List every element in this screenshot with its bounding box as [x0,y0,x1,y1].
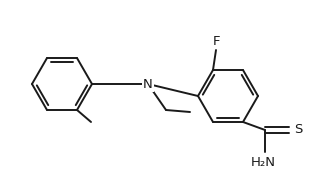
Text: S: S [294,123,302,137]
Text: F: F [212,35,220,48]
Text: N: N [143,78,153,90]
Text: H₂N: H₂N [250,156,276,169]
